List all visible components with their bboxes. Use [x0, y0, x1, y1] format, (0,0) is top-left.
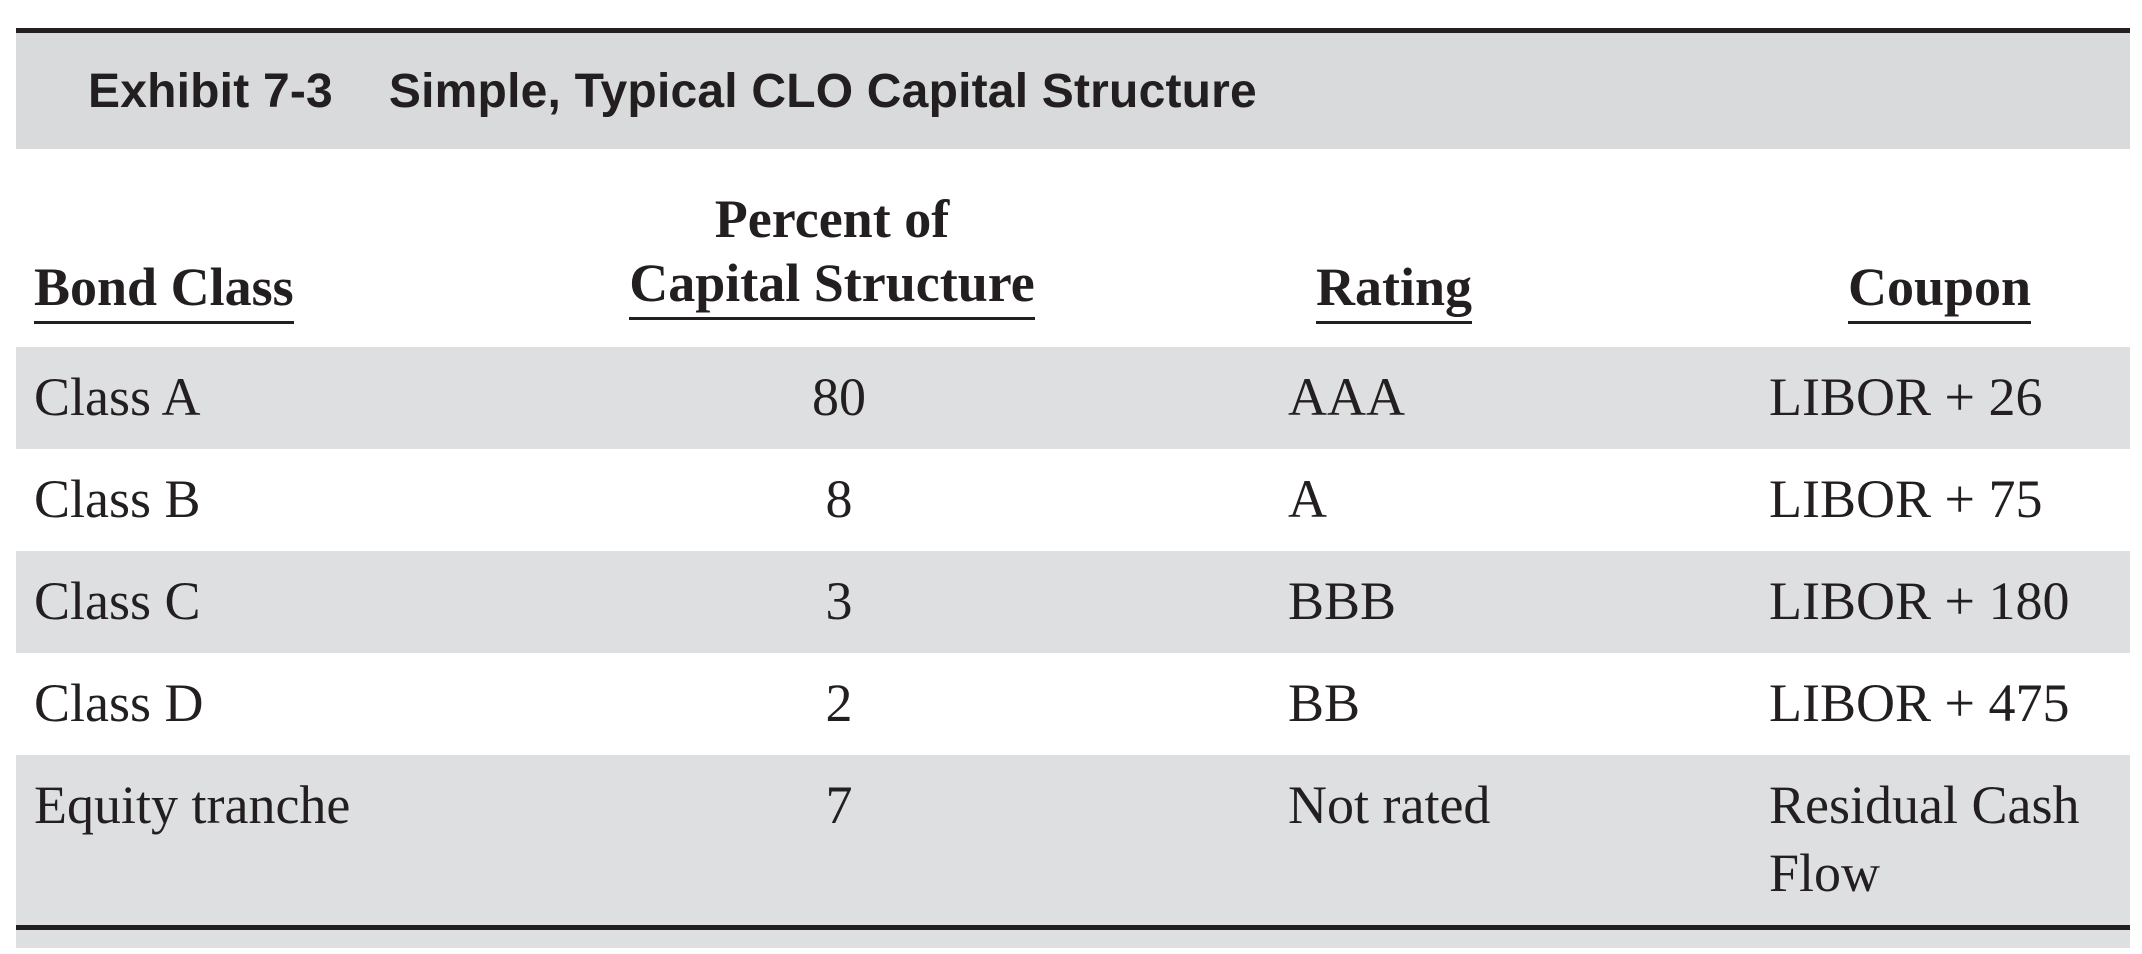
- cell-rating: Not rated: [1288, 775, 1491, 835]
- header-bond-class: Bond Class: [34, 255, 294, 324]
- cell-rating: AAA: [1288, 367, 1405, 427]
- cell-rating: BBB: [1288, 571, 1397, 631]
- exhibit-label: Exhibit 7-3: [88, 64, 333, 118]
- cell-coupon: Residual Cash Flow: [1769, 775, 2080, 903]
- cell-coupon: LIBOR + 75: [1769, 469, 2043, 529]
- cell-percent: 80: [812, 367, 866, 427]
- cell-bond-class: Class A: [34, 367, 201, 427]
- table-body: Class A 80 AAA LIBOR + 26 Class B 8 A LI…: [16, 347, 2130, 948]
- table-row: Equity tranche 7 Not rated Residual Cash…: [16, 755, 2130, 948]
- header-percent-line2: Capital Structure: [629, 251, 1035, 320]
- exhibit-title: Simple, Typical CLO Capital Structure: [388, 64, 1257, 118]
- top-rule: [16, 28, 2130, 33]
- cell-percent: 2: [825, 673, 853, 733]
- cell-bond-class: Class D: [34, 673, 204, 733]
- table-row: Class B 8 A LIBOR + 75: [16, 449, 2130, 551]
- bottom-rule: [16, 925, 2130, 930]
- cell-percent: 7: [825, 775, 853, 835]
- cell-bond-class: Class C: [34, 571, 201, 631]
- cell-rating: BB: [1288, 673, 1361, 733]
- header-percent-line1: Percent of: [714, 189, 950, 249]
- table-row: Class C 3 BBB LIBOR + 180: [16, 551, 2130, 653]
- table-row: Class A 80 AAA LIBOR + 26: [16, 347, 2130, 449]
- cell-bond-class: Class B: [34, 469, 201, 529]
- header-rating: Rating: [1316, 255, 1473, 324]
- header-coupon: Coupon: [1848, 255, 2032, 324]
- cell-bond-class: Equity tranche: [34, 775, 351, 835]
- table-row: Class D 2 BB LIBOR + 475: [16, 653, 2130, 755]
- cell-percent: 8: [825, 469, 853, 529]
- table-header: Bond Class Percent of Capital Structure …: [16, 149, 2130, 347]
- cell-coupon: LIBOR + 180: [1769, 571, 2070, 631]
- cell-percent: 3: [825, 571, 853, 631]
- cell-coupon: LIBOR + 475: [1769, 673, 2070, 733]
- header-percent-of-capital-structure: Percent of Capital Structure: [614, 187, 1050, 320]
- exhibit-title-bar: Exhibit 7-3 Simple, Typical CLO Capital …: [16, 33, 2130, 149]
- cell-coupon: LIBOR + 26: [1769, 367, 2043, 427]
- exhibit-table: Exhibit 7-3 Simple, Typical CLO Capital …: [16, 28, 2130, 948]
- cell-rating: A: [1288, 469, 1327, 529]
